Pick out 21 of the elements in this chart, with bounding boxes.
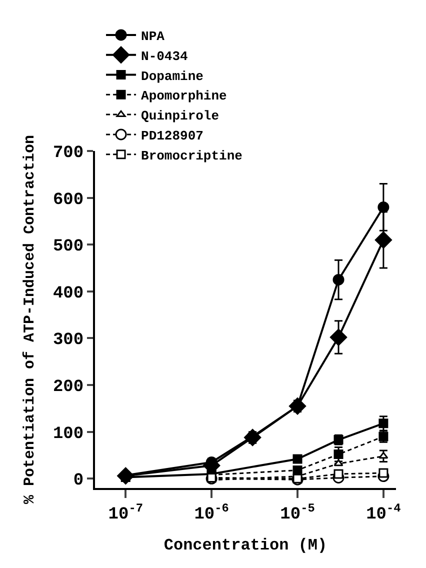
y-tick-label: 700	[52, 144, 84, 163]
x-tick-label: 10$^{-6}$	[194, 501, 229, 524]
legend-label: Dopamine	[141, 68, 204, 84]
legend-label: Quinpirole	[141, 108, 220, 124]
x-tick-label: 10$^{-7}$	[108, 501, 143, 524]
y-tick-label: 600	[52, 190, 84, 210]
y-tick-label: 200	[52, 378, 84, 397]
legend-label: N-0434	[141, 48, 188, 64]
x-tick-label: 10$^{-4}$	[366, 501, 401, 524]
x-axis-title: Concentration (M)	[164, 536, 328, 555]
legend-label: NPA	[141, 29, 165, 44]
y-tick-label: 0	[73, 472, 84, 491]
y-tick-label: 300	[52, 331, 84, 350]
y-tick-label: 400	[52, 284, 84, 304]
y-tick-label: 100	[52, 424, 84, 444]
x-tick-label: 10$^{-5}$	[280, 501, 315, 524]
legend-label: Bromocriptine	[141, 148, 243, 164]
legend-label: Apomorphine	[141, 88, 228, 104]
legend-label: PD128907	[141, 128, 204, 144]
y-tick-label: 500	[52, 238, 84, 257]
y-axis-title: % Potentiation of ATP-Induced Contraction	[22, 134, 39, 504]
